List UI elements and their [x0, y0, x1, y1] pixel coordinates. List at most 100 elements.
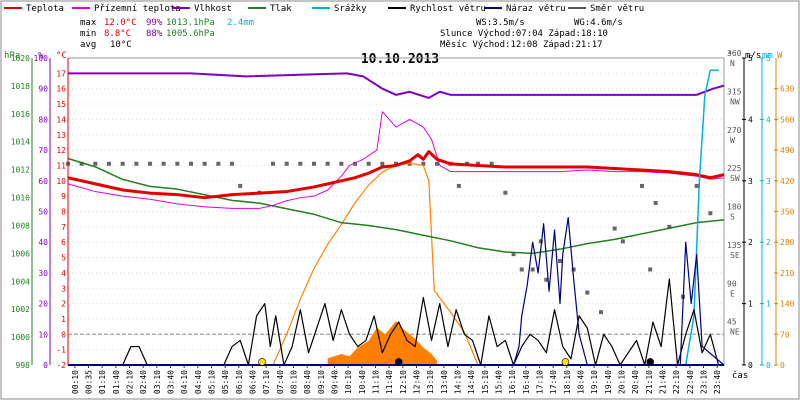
wind-direction-point	[202, 161, 207, 166]
direction-tick-label: NE	[730, 328, 740, 337]
wind-direction-point	[476, 161, 480, 166]
x-tick-label: 01:40	[112, 370, 121, 394]
solar-unit-label: W	[777, 51, 783, 61]
humidity-tick-label: 100	[34, 54, 49, 63]
humidity-tick-label: 50	[38, 208, 48, 217]
x-tick-label: 23:40	[713, 370, 722, 394]
legend-label: Přízemní teplota	[94, 4, 181, 14]
x-tick-label: 17:40	[549, 370, 558, 394]
stats-avg-label: avg	[80, 40, 96, 50]
x-tick-label: 19:40	[604, 370, 613, 394]
humidity-tick-label: 60	[38, 177, 48, 186]
wind-direction-point	[489, 161, 494, 166]
x-tick-label: 02:40	[139, 370, 148, 394]
event-marker	[646, 358, 655, 366]
stats-avg-temp: 10°C	[110, 40, 132, 50]
x-tick-label: 06:40	[249, 370, 258, 394]
pressure-tick-label: 1004	[11, 277, 30, 286]
chart-title: 10.10.2013	[361, 52, 439, 67]
x-tick-label: 08:10	[290, 370, 299, 394]
x-tick-label: 14:40	[467, 370, 476, 394]
x-tick-label: 11:10	[372, 370, 381, 394]
x-tick-label: 15:10	[481, 370, 490, 394]
x-tick-label: 21:10	[645, 370, 654, 394]
humidity-unit-label: %	[38, 51, 44, 61]
event-marker	[258, 358, 266, 366]
wind-direction-point	[284, 161, 289, 166]
x-tick-label: 05:40	[221, 370, 230, 394]
wind-direction-point	[93, 161, 98, 166]
wind-direction-point	[394, 161, 398, 166]
legend-label: Náraz větru	[506, 4, 566, 14]
x-axis-label: čas	[732, 370, 748, 381]
stats-max-label: max	[80, 18, 97, 28]
wind-direction-point	[120, 161, 125, 166]
pressure-tick-label: 1014	[11, 138, 30, 147]
humidity-tick-label: 90	[38, 85, 48, 94]
wind-gust-line	[68, 217, 725, 366]
stats-block: max 12.0°C 99% 1013.1hPa 2.4mm min 8.8°C…	[80, 18, 254, 50]
temperature-tick-label: 15	[56, 100, 66, 109]
wind-direction-point	[312, 161, 316, 166]
humidity-tick-label: 30	[38, 269, 48, 278]
pressure-tick-label: 1006	[11, 249, 30, 258]
pressure-tick-label: 998	[16, 361, 31, 370]
legend-label: Srážky	[334, 4, 367, 14]
wind-direction-point	[585, 290, 590, 295]
rain-tick-label: 5	[766, 54, 771, 63]
temperature-tick-label: 9	[61, 192, 66, 201]
legend-label: Teplota	[26, 4, 64, 14]
pressure-tick-label: 1010	[11, 194, 30, 203]
wind-direction-point	[421, 161, 426, 166]
solar-tick-label: 420	[780, 177, 795, 186]
direction-tick-label: 180	[727, 203, 742, 212]
x-tick-label: 13:10	[426, 370, 435, 394]
wind-tick-label: 5	[748, 54, 753, 63]
stats-min-temp: 8.8°C	[104, 29, 131, 39]
x-tick-label: 16:40	[522, 370, 531, 394]
x-tick-label: 02:10	[126, 370, 135, 394]
solar-tick-label: 0	[780, 361, 785, 370]
ground-temperature-line	[67, 111, 725, 209]
wind-direction-point	[230, 161, 234, 166]
info-ws: WS:3.5m/s	[476, 18, 525, 28]
wind-direction-point	[339, 161, 344, 166]
rain-tick-label: 1	[766, 300, 771, 309]
event-marker	[394, 358, 403, 366]
wind-direction-point	[503, 190, 508, 195]
pressure-tick-label: 1018	[11, 82, 30, 91]
pressure-line	[67, 157, 725, 255]
wind-direction-point	[653, 200, 658, 205]
x-tick-label: 10:10	[344, 370, 353, 394]
direction-unit-label: °	[727, 51, 732, 61]
x-tick-label: 06:10	[235, 370, 244, 394]
x-tick-label: 22:10	[672, 370, 681, 394]
x-tick-label: 04:10	[180, 370, 189, 394]
solar-tick-label: 490	[780, 146, 795, 155]
wind-direction-point	[366, 161, 371, 166]
x-tick-label: 00:10	[71, 370, 80, 394]
wind-direction-point	[612, 226, 617, 231]
wind-direction-point	[708, 211, 713, 216]
wind-direction-point	[216, 161, 221, 166]
wind-direction-point	[175, 161, 180, 166]
wind-tick-label: 3	[748, 177, 753, 186]
x-tick-label: 18:40	[577, 370, 586, 394]
plot-area	[66, 69, 725, 366]
legend: Teplota Přízemní teplota Vlhkost Tlak Srážky…	[4, 4, 644, 14]
direction-tick-label: NW	[730, 97, 740, 106]
temperature-tick-label: -1	[56, 346, 66, 355]
temperature-unit-label: °C	[56, 51, 67, 61]
wind-direction-point	[599, 310, 603, 315]
direction-tick-label: E	[730, 289, 735, 298]
x-tick-label: 23:10	[700, 370, 709, 394]
x-tick-label: 19:10	[590, 370, 599, 394]
rain-tick-label: 4	[766, 115, 771, 124]
direction-tick-label: N	[730, 59, 735, 68]
wind-direction-point	[511, 252, 516, 257]
direction-tick-label: 315	[727, 87, 742, 96]
wind-direction-point	[519, 267, 524, 272]
wind-direction-point	[134, 161, 139, 166]
x-tick-label: 22:40	[686, 370, 695, 394]
